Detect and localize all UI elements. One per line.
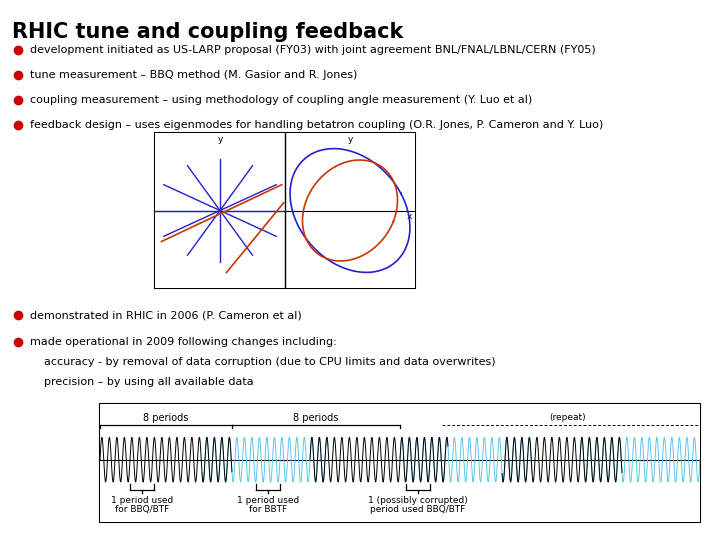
Text: 8 periods: 8 periods (293, 413, 338, 423)
Text: made operational in 2009 following changes including:: made operational in 2009 following chang… (30, 337, 337, 347)
Text: for BBQ/BTF: for BBQ/BTF (115, 505, 169, 514)
Bar (155, 133, 415, 288)
Text: feedback design – uses eigenmodes for handling betatron coupling (O.R. Jones, P.: feedback design – uses eigenmodes for ha… (30, 120, 603, 130)
Text: period used BBQ/BTF: period used BBQ/BTF (370, 505, 466, 514)
Text: development initiated as US-LARP proposal (FY03) with joint agreement BNL/FNAL/L: development initiated as US-LARP proposa… (30, 45, 595, 55)
Text: y: y (347, 134, 353, 144)
Text: tune measurement – BBQ method (M. Gasior and R. Jones): tune measurement – BBQ method (M. Gasior… (30, 70, 357, 80)
Text: y: y (217, 134, 222, 144)
Text: coupling measurement – using methodology of coupling angle measurement (Y. Luo e: coupling measurement – using methodology… (30, 95, 532, 105)
Text: RHIC tune and coupling feedback: RHIC tune and coupling feedback (12, 22, 403, 42)
Text: 8 periods: 8 periods (143, 413, 189, 423)
Text: 1 (possibly corrupted): 1 (possibly corrupted) (368, 496, 468, 505)
Bar (100, 404, 700, 522)
Text: 1 period used: 1 period used (237, 496, 299, 505)
Text: (repeat): (repeat) (549, 413, 586, 422)
Text: x: x (407, 212, 413, 221)
Text: 1 period used: 1 period used (111, 496, 173, 505)
Text: precision – by using all available data: precision – by using all available data (30, 377, 253, 387)
Text: demonstrated in RHIC in 2006 (P. Cameron et al): demonstrated in RHIC in 2006 (P. Cameron… (30, 310, 302, 320)
Text: for BBTF: for BBTF (249, 505, 287, 514)
Text: accuracy - by removal of data corruption (due to CPU limits and data overwrites): accuracy - by removal of data corruption… (30, 357, 495, 367)
